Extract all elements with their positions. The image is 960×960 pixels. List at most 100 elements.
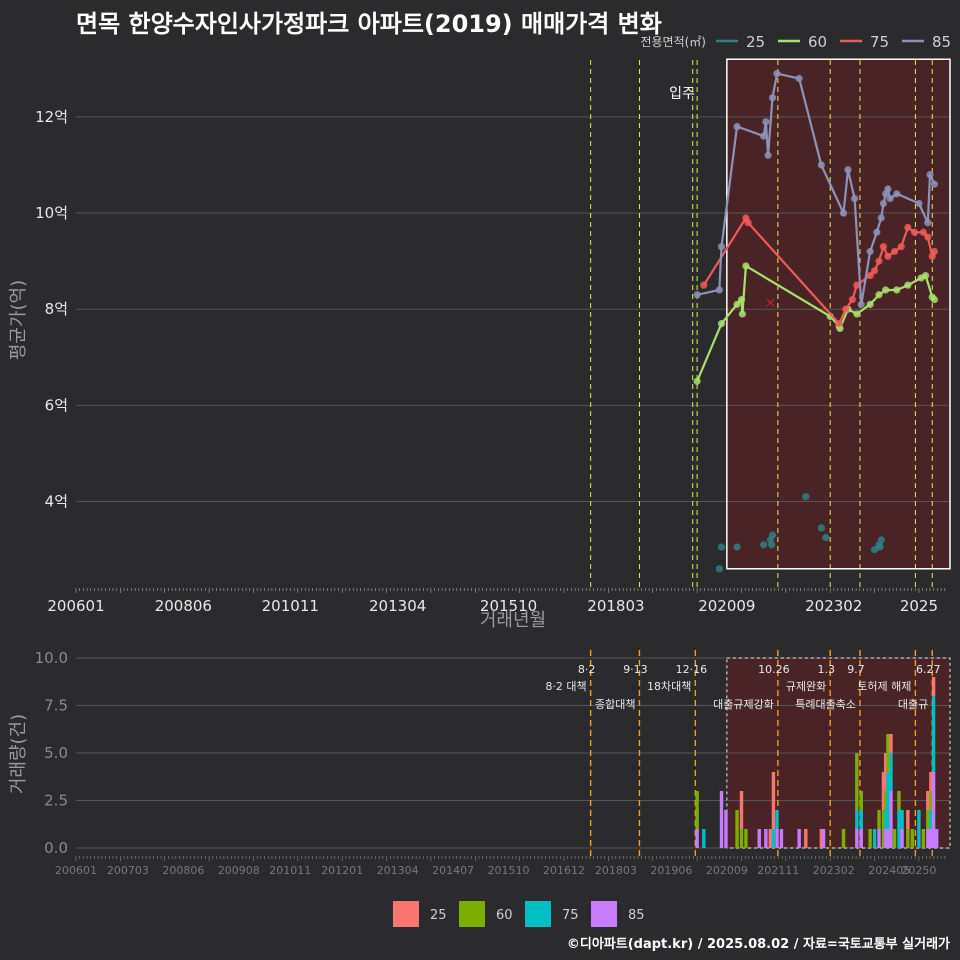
point-85 (915, 199, 923, 208)
x-tick-label: 200806 (155, 597, 212, 615)
bar-s75 (872, 829, 877, 848)
point-60 (737, 295, 746, 304)
bar-s25 (931, 677, 936, 696)
bar-s75 (900, 810, 904, 829)
point-85 (877, 214, 885, 222)
cancel-marker: × (764, 295, 776, 311)
event-date: 12·16 (676, 663, 708, 676)
point-75 (848, 295, 856, 304)
y-axis-title: 평균가(억) (8, 280, 29, 360)
bar-legend-key-75 (525, 901, 551, 927)
bar-s75 (886, 772, 890, 829)
bar-s75 (855, 810, 859, 829)
y-tick-label: 8억 (45, 300, 68, 318)
bar-s25 (889, 734, 893, 753)
bar-s85 (695, 829, 699, 848)
bar-s60 (868, 829, 872, 848)
bar-s85 (859, 829, 863, 848)
point-85 (873, 228, 881, 236)
point-60 (882, 286, 890, 294)
bar-s75 (897, 810, 901, 848)
point-85 (851, 195, 859, 203)
bar-s75 (889, 753, 893, 791)
bar-s60 (906, 829, 910, 848)
bar-y-tick-label: 2.5 (44, 792, 68, 810)
bar-x-tick-label: 200908 (218, 864, 260, 877)
bar-s60 (886, 734, 890, 772)
bar-legend-label-60: 60 (496, 908, 513, 923)
point-75 (866, 271, 874, 280)
event-label: 종합대책 (595, 698, 635, 711)
y-tick-label: 10억 (35, 204, 68, 222)
bar-s85 (929, 829, 933, 848)
bar-s25 (819, 829, 824, 848)
point-25 (802, 493, 810, 501)
bar-x-tick-label: 202302 (813, 864, 855, 877)
bar-x-tick-label: 200601 (55, 864, 97, 877)
point-85 (717, 243, 726, 251)
x-tick-label: 2025 (900, 597, 938, 615)
bar-x-tick-label: 201803 (595, 864, 637, 877)
x-tick-label: 201011 (262, 597, 319, 615)
bar-s25 (881, 772, 886, 810)
bar-s60 (855, 753, 859, 810)
bar-y-tick-label: 5.0 (44, 744, 68, 762)
bar-legend-label-75: 75 (562, 908, 579, 923)
event-date: 10.26 (758, 663, 790, 676)
bar-s75 (917, 810, 921, 848)
event-date: 6.27 (916, 663, 941, 676)
bar-s85 (883, 829, 888, 848)
point-75 (853, 281, 861, 289)
point-85 (879, 199, 888, 208)
point-25 (715, 565, 723, 573)
bar-x-tick-label: 201407 (432, 864, 474, 877)
bar-s25 (883, 753, 888, 791)
point-85 (924, 219, 932, 227)
x-tick-label: 202009 (698, 597, 755, 615)
event-label: 토허제 해제 (857, 679, 911, 693)
bar-legend-key-85 (591, 901, 617, 927)
point-85 (844, 166, 852, 174)
bar-s60 (859, 791, 863, 810)
point-75 (744, 219, 752, 227)
event-date: 9·13 (623, 663, 648, 676)
bar-s60 (695, 791, 699, 829)
event-label: 8·2 대책 (545, 680, 586, 693)
bar-s60 (921, 829, 926, 848)
point-60 (693, 377, 701, 385)
y-tick-label: 6억 (45, 396, 68, 414)
bar-s25 (739, 791, 744, 829)
bar-x-tick-label: 201011 (269, 864, 311, 877)
point-85 (760, 132, 768, 140)
x-tick-label: 201803 (587, 597, 644, 615)
point-85 (866, 247, 874, 256)
bar-s85 (764, 829, 768, 848)
point-25 (877, 536, 885, 544)
bar-s85 (886, 829, 890, 848)
point-85 (715, 286, 723, 294)
point-85 (764, 151, 772, 159)
point-85 (693, 291, 701, 299)
point-85 (795, 74, 803, 83)
bar-s85 (926, 829, 930, 848)
point-85 (886, 195, 894, 203)
bar-x-tick-label: 201304 (377, 864, 419, 877)
bar-s85 (719, 791, 724, 848)
bar-y-tick-label: 0.0 (44, 839, 68, 857)
point-75 (897, 243, 905, 251)
point-75 (904, 223, 912, 232)
bar-s85 (797, 829, 801, 848)
bar-s60 (744, 829, 748, 848)
bar-s60 (892, 829, 897, 848)
bar-s75 (702, 829, 706, 848)
bar-s25 (906, 810, 910, 829)
bar-legend-label-25: 25 (430, 908, 447, 923)
move-in-annotation: 입주 (669, 86, 695, 102)
point-85 (817, 161, 825, 169)
bar-legend-key-60 (459, 901, 485, 927)
point-60 (866, 300, 874, 308)
point-75 (842, 305, 850, 313)
bar-s85 (775, 829, 779, 848)
bar-s85 (931, 772, 936, 848)
point-60 (921, 271, 930, 280)
